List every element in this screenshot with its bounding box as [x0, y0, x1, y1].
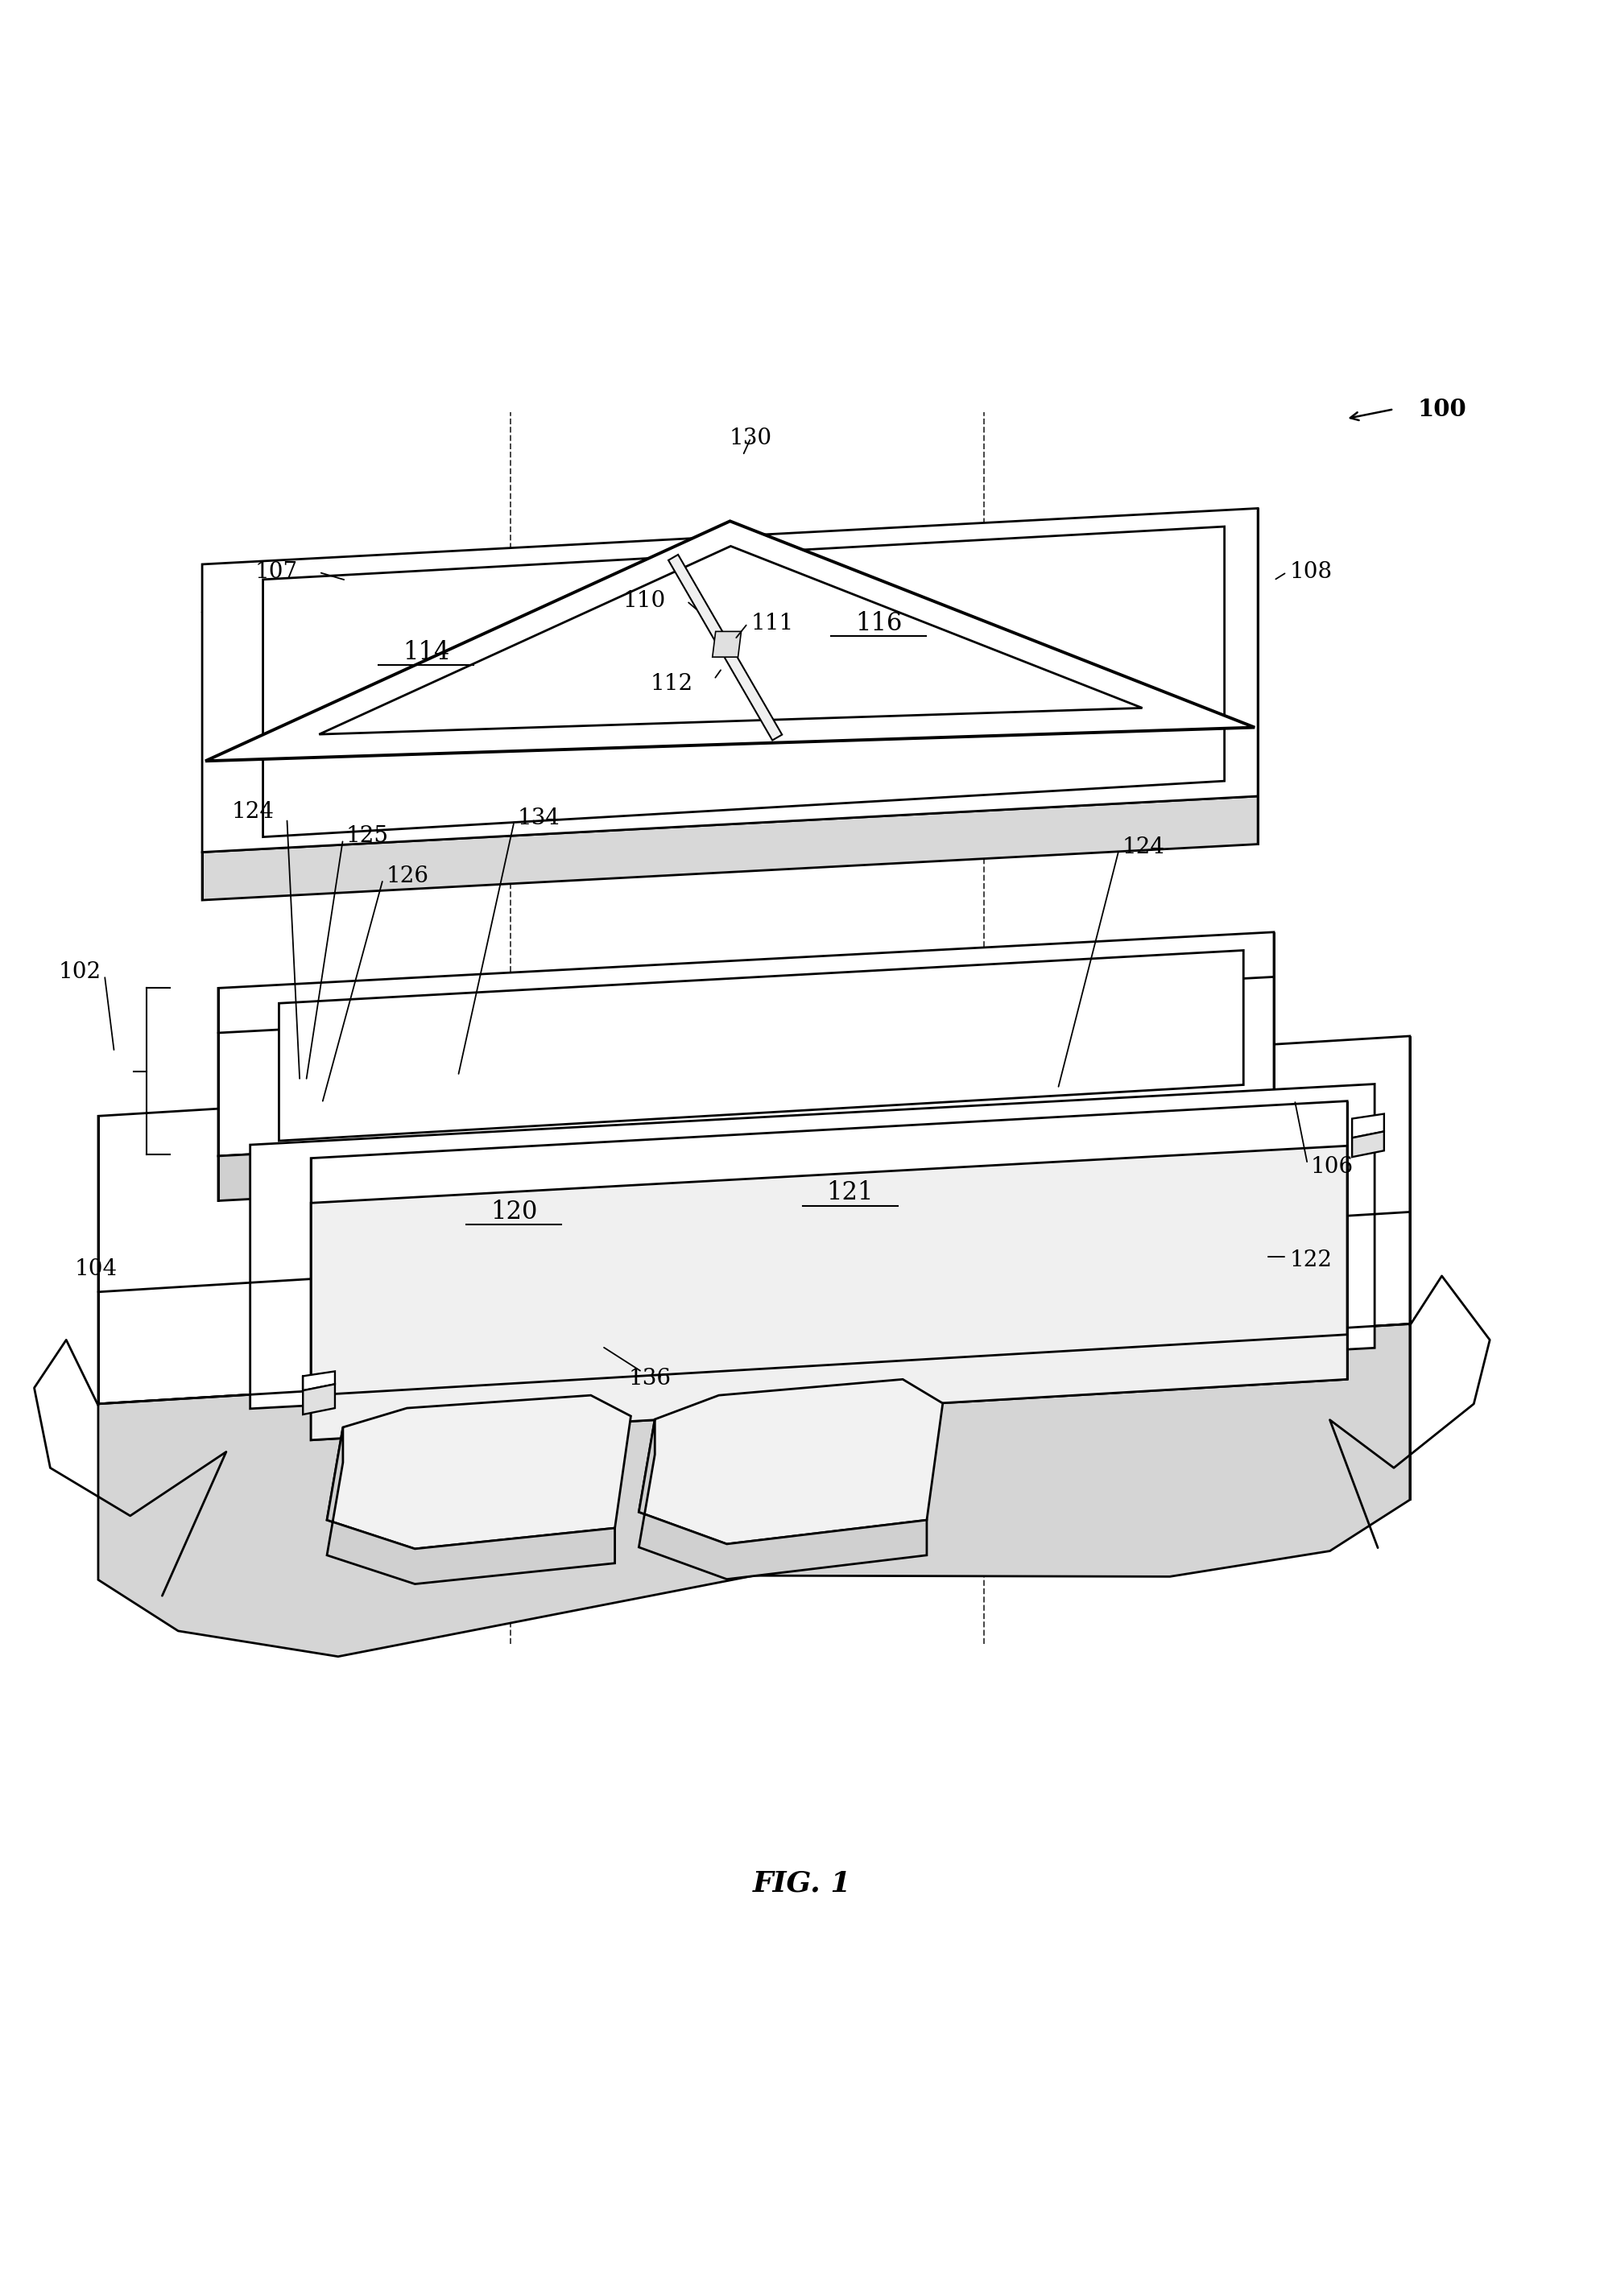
Polygon shape: [263, 526, 1224, 838]
Polygon shape: [218, 1100, 1274, 1201]
Text: 121: 121: [826, 1180, 874, 1205]
Polygon shape: [311, 1334, 1347, 1440]
Text: FIG. 1: FIG. 1: [752, 1869, 852, 1896]
Text: 116: 116: [855, 611, 903, 636]
Polygon shape: [669, 556, 730, 650]
Text: 104: 104: [75, 1258, 117, 1281]
Text: 111: 111: [751, 613, 794, 634]
Polygon shape: [311, 1146, 1347, 1440]
Polygon shape: [250, 1084, 1375, 1410]
Text: 112: 112: [651, 673, 693, 696]
Text: 102: 102: [59, 962, 101, 983]
Polygon shape: [319, 546, 1142, 735]
Text: 130: 130: [730, 427, 772, 448]
Text: 100: 100: [1418, 397, 1466, 420]
Text: 124: 124: [231, 801, 274, 822]
Text: 125: 125: [346, 824, 388, 847]
Text: 107: 107: [255, 563, 298, 583]
Polygon shape: [202, 797, 1258, 900]
Text: 106: 106: [1310, 1157, 1354, 1178]
Polygon shape: [327, 1396, 630, 1550]
Polygon shape: [1352, 1132, 1384, 1157]
Polygon shape: [303, 1371, 335, 1391]
Polygon shape: [720, 645, 783, 739]
Polygon shape: [279, 951, 1243, 1141]
Text: 136: 136: [629, 1368, 672, 1389]
Polygon shape: [98, 1325, 1410, 1655]
Polygon shape: [202, 507, 1258, 852]
Text: 108: 108: [1290, 563, 1333, 583]
Text: 114: 114: [403, 641, 449, 666]
Polygon shape: [218, 932, 1274, 1155]
Text: 120: 120: [491, 1199, 537, 1224]
Polygon shape: [98, 1035, 1410, 1403]
Text: 134: 134: [516, 808, 560, 829]
Polygon shape: [205, 521, 1254, 760]
Polygon shape: [327, 1428, 614, 1584]
Polygon shape: [303, 1384, 335, 1414]
Text: 110: 110: [624, 590, 666, 613]
Polygon shape: [712, 631, 741, 657]
Polygon shape: [1352, 1114, 1384, 1139]
Polygon shape: [638, 1419, 927, 1580]
Text: 122: 122: [1290, 1249, 1333, 1270]
Text: 126: 126: [387, 866, 428, 886]
Polygon shape: [638, 1380, 943, 1543]
Text: 124: 124: [1121, 836, 1165, 859]
